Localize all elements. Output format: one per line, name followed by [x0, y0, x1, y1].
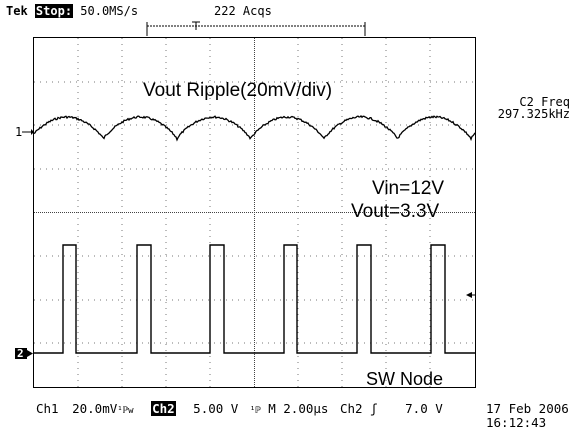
ch2-label[interactable]: Ch2: [151, 401, 176, 416]
trigger-slope-icon: ʃ: [370, 401, 378, 416]
ch1-scale: 20.0mV: [72, 401, 118, 416]
sample-rate: 50.0MS/s: [80, 4, 139, 18]
vin-annotation: Vin=12V: [372, 178, 445, 199]
ch2-scale: 5.00 V: [193, 401, 239, 416]
ch1-coupling-icon: ¹ℙw: [117, 406, 134, 416]
ripple-annotation: Vout Ripple(20mV/div): [143, 80, 333, 101]
brand-label: Tek: [6, 4, 28, 18]
ch1-ground-marker: [22, 129, 34, 135]
bandwidth-icon: ¹ℙ: [249, 406, 261, 416]
scope-header: Tek Stop: 50.0MS/s: [6, 4, 138, 18]
record-bar: [146, 21, 366, 36]
trigger-level-arrow: [466, 292, 476, 298]
graticule-frame: [33, 37, 476, 388]
run-state-badge[interactable]: Stop:: [34, 4, 74, 18]
ch1-ripple-trace: [33, 115, 476, 142]
vout-annotation: Vout=3.3V: [351, 201, 440, 222]
acquisition-count: 222 Acqs: [214, 4, 272, 18]
trigger-level: 7.0 V: [405, 401, 443, 416]
ch1-label[interactable]: Ch1: [36, 401, 59, 416]
measurement-readout: C2 Freq 297.325kHz: [478, 96, 570, 120]
graticule-center-axes: [34, 38, 475, 387]
date-label: 17 Feb 2006: [486, 401, 569, 416]
timestamp: 17 Feb 2006 16:12:43: [486, 402, 570, 430]
measurement-value: 297.325kHz: [497, 107, 570, 121]
sw-node-annotation: SW Node: [366, 369, 444, 389]
ch2-marker-label: 2: [17, 347, 24, 360]
timebase: M 2.00μs: [268, 401, 329, 416]
ch1-marker-label: 1: [15, 125, 23, 139]
ch2-switch-node-trace: [34, 244, 475, 354]
trigger-source: Ch2: [339, 401, 363, 416]
ch2-ground-marker: [15, 348, 33, 359]
scope-footer: Ch1 20.0mV¹ℙw Ch2 5.00 V ¹ℙ M 2.00μs Ch2…: [36, 401, 443, 416]
measurement-name: C2 Freq: [519, 95, 570, 109]
time-label: 16:12:43: [486, 415, 547, 430]
